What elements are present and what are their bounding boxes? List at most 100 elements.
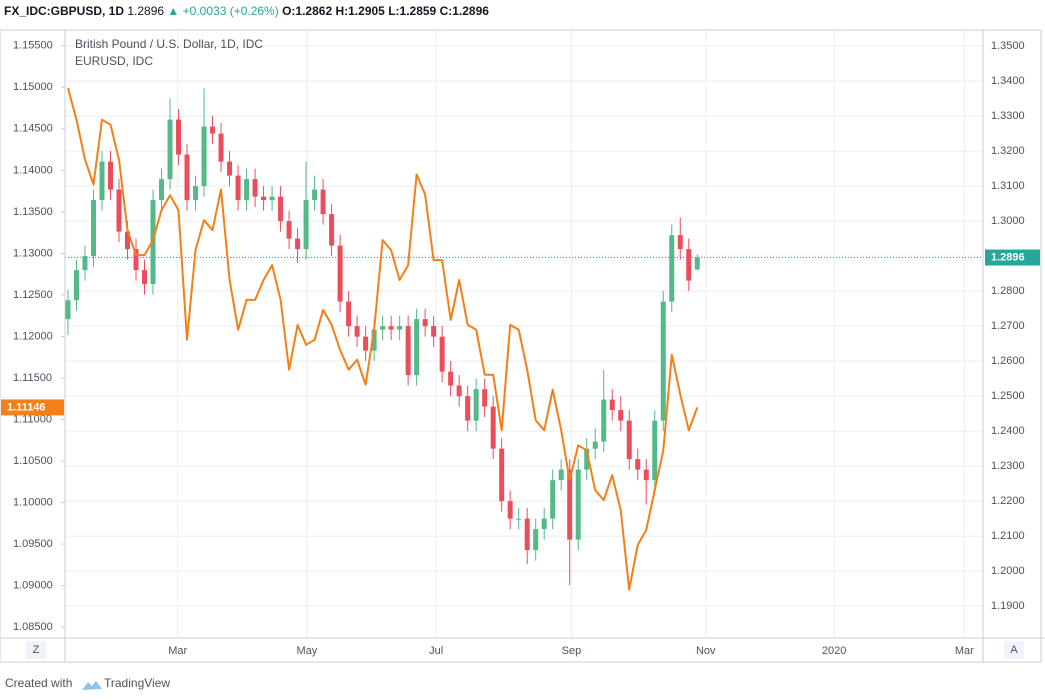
candle-body — [176, 119, 182, 155]
candle-body — [414, 319, 420, 376]
open: O:1.2862 — [282, 4, 332, 18]
footer-text: Created with — [5, 676, 72, 690]
y-tick-label: 1.13000 — [13, 247, 53, 259]
y-tick-label: 1.09000 — [13, 580, 53, 592]
candle-body — [609, 399, 615, 411]
candle-body — [643, 469, 649, 481]
y2-tick-label: 1.2500 — [991, 390, 1025, 402]
candle-body — [516, 518, 522, 520]
candle-body — [626, 420, 632, 460]
candle-body — [218, 133, 224, 162]
candle-body — [210, 126, 216, 134]
y2-tick-label: 1.1900 — [991, 600, 1025, 612]
scale-button-label[interactable]: Z — [33, 644, 40, 656]
close: C:1.2896 — [440, 4, 490, 18]
candle-body — [269, 196, 275, 201]
candle-body — [660, 301, 666, 421]
y2-tick-label: 1.2100 — [991, 530, 1025, 542]
candle-body — [388, 326, 394, 330]
last-price-label: 1.2896 — [991, 251, 1025, 263]
candle-body — [312, 189, 318, 201]
y2-tick-label: 1.3100 — [991, 180, 1025, 192]
y-tick-label: 1.10500 — [13, 455, 53, 467]
candle-body — [295, 238, 301, 250]
candle-body — [329, 214, 335, 246]
x-tick-label: Mar — [168, 645, 187, 657]
candle-body — [320, 189, 326, 215]
candle-body — [116, 189, 122, 232]
x-tick-label: May — [297, 645, 318, 657]
candle-body — [278, 196, 284, 222]
candle-body — [82, 256, 88, 271]
candle-body — [405, 326, 411, 376]
change: +0.0033 (+0.26%) — [183, 4, 279, 18]
candle-body — [397, 326, 403, 330]
y-tick-label: 1.13500 — [13, 206, 53, 218]
y2-tick-label: 1.2600 — [991, 355, 1025, 367]
y2-tick-label: 1.2200 — [991, 495, 1025, 507]
footer-brand[interactable]: TradingView — [104, 676, 170, 690]
candle-body — [354, 326, 360, 337]
candle-body — [235, 175, 241, 201]
arrow: ▲ — [167, 4, 179, 18]
candle-body — [73, 270, 79, 301]
candle-body — [550, 480, 556, 519]
candle-body — [533, 529, 539, 551]
label-layer: 1.1900 1.2000 1.2100 1.2200 1.2300 1.2400 1.25… — [1, 40, 1040, 657]
y-tick-label: 1.14500 — [13, 123, 53, 135]
low: L:1.2859 — [388, 4, 436, 18]
candle-body — [65, 300, 71, 320]
candle-body — [490, 406, 496, 449]
scale-button[interactable] — [26, 641, 46, 659]
candle-body — [592, 441, 598, 449]
candle-body — [227, 161, 233, 176]
candle-body — [184, 154, 190, 201]
candle-body — [618, 410, 624, 421]
legend-entry: British Pound / U.S. Dollar, 1D, IDC — [75, 37, 263, 51]
candle-body — [584, 448, 590, 470]
y2-tick-label: 1.2000 — [991, 565, 1025, 577]
y-tick-label: 1.08500 — [13, 621, 53, 633]
auto-button-label[interactable]: A — [1010, 644, 1018, 656]
y2-tick-label: 1.2400 — [991, 425, 1025, 437]
y-tick-label: 1.14000 — [13, 164, 53, 176]
x-tick-label: Sep — [562, 645, 582, 657]
candle-body — [669, 235, 675, 302]
price: 1.2896 — [127, 4, 164, 18]
candle-body — [99, 161, 105, 201]
candle-body — [499, 448, 505, 502]
candle-body — [558, 469, 564, 481]
candle-body — [465, 396, 471, 421]
candle-body — [193, 186, 199, 201]
candle-body — [652, 420, 658, 481]
y-tick-label: 1.09500 — [13, 538, 53, 550]
candle-body — [371, 329, 377, 351]
y2-tick-label: 1.2800 — [991, 285, 1025, 297]
candle-body — [150, 200, 156, 285]
candle-body — [346, 301, 352, 327]
candle-body — [125, 231, 131, 250]
y2-tick-label: 1.3300 — [991, 110, 1025, 122]
candle-body — [448, 371, 454, 386]
candle-body — [431, 326, 437, 337]
candle-body — [567, 469, 573, 540]
y-tick-label: 1.10000 — [13, 497, 53, 509]
last-value-label: 1.11146 — [7, 401, 46, 413]
candle-body — [286, 221, 292, 239]
candle-body — [363, 336, 369, 351]
candle-body — [635, 459, 641, 470]
y2-tick-label: 1.2700 — [991, 320, 1025, 332]
candle-body — [456, 385, 462, 397]
candle-body — [380, 326, 386, 330]
candle-body — [337, 245, 343, 302]
auto-button[interactable] — [1004, 641, 1024, 659]
y2-tick-label: 1.3200 — [991, 145, 1025, 157]
candle-body — [107, 161, 113, 190]
y2-tick-label: 1.3400 — [991, 75, 1025, 87]
y-tick-label: 1.11000 — [13, 413, 52, 425]
candle-body — [201, 126, 207, 187]
candle-body — [482, 389, 488, 407]
candle-body — [677, 235, 683, 250]
y-tick-label: 1.15500 — [13, 40, 53, 52]
